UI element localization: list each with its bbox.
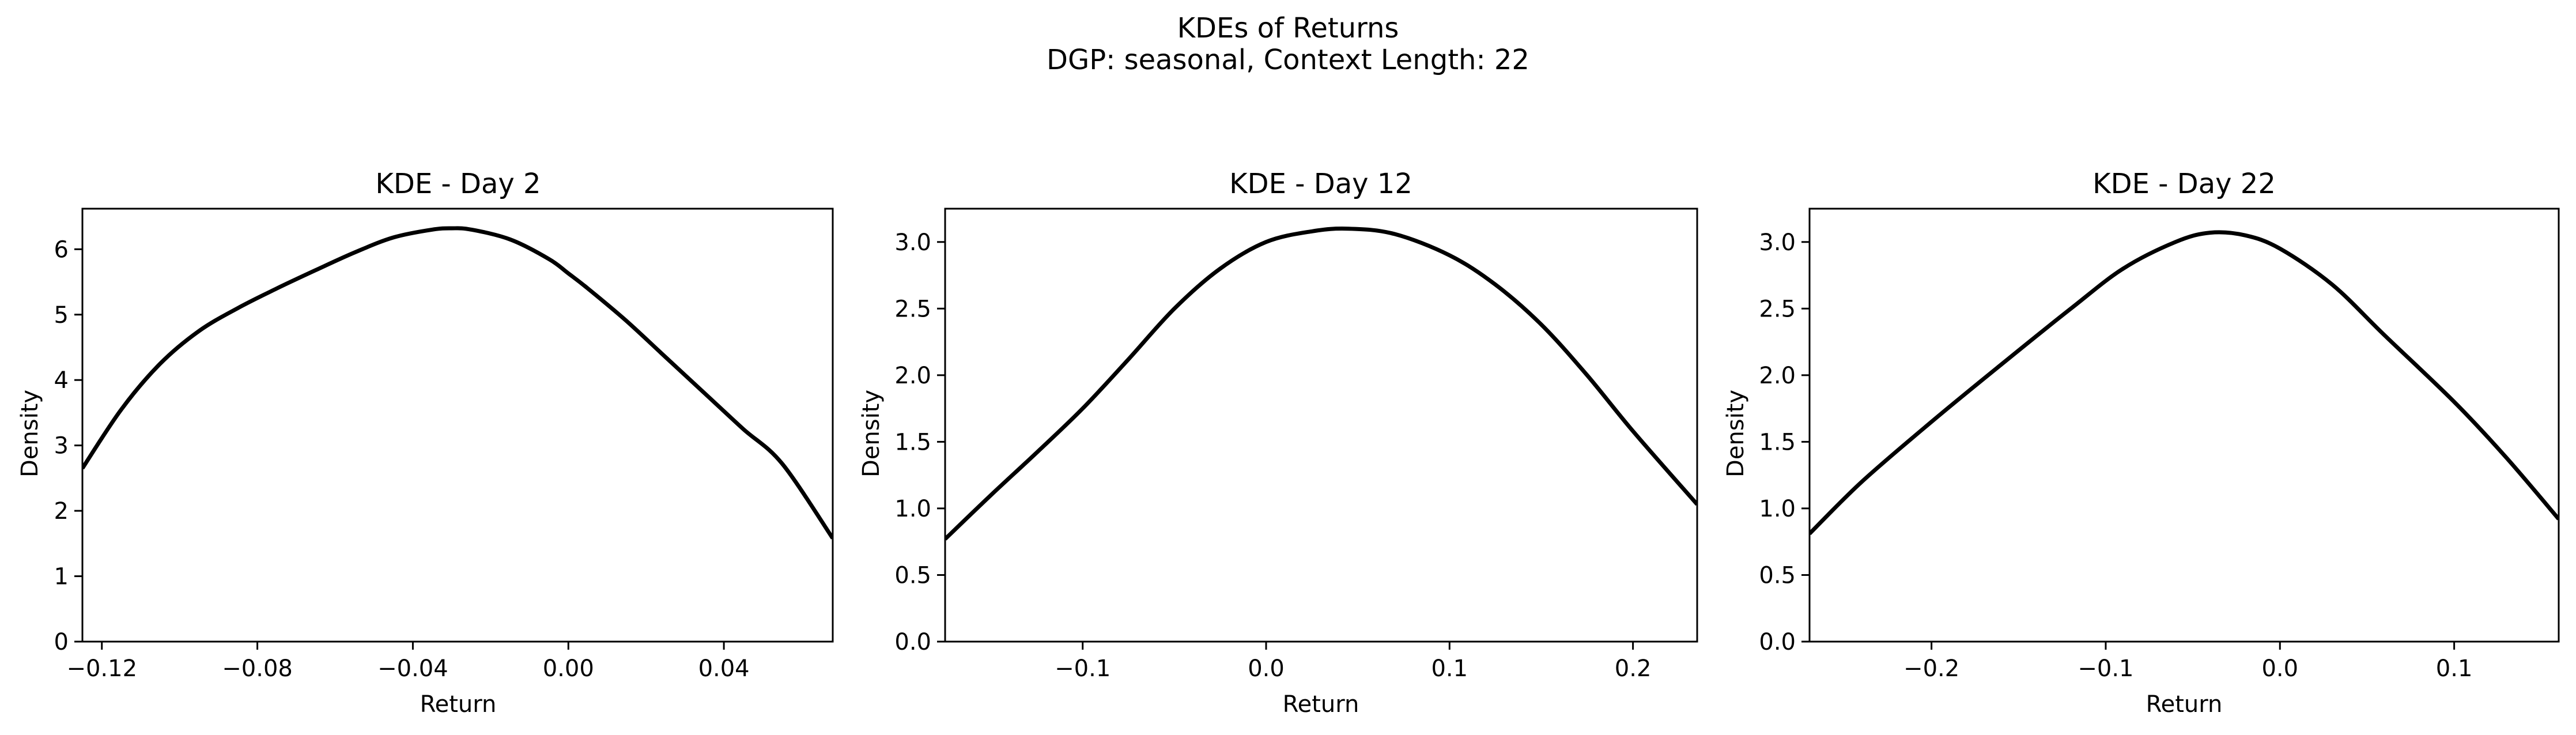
- x-axis-label: Return: [420, 691, 497, 718]
- x-tick-label: −0.1: [2078, 655, 2133, 682]
- x-tick-label: 0.00: [543, 655, 594, 682]
- y-tick-label: 0.5: [1759, 562, 1796, 589]
- x-tick-label: −0.2: [1903, 655, 1959, 682]
- x-tick-label: 0.0: [2261, 655, 2298, 682]
- y-tick-label: 0: [54, 629, 69, 655]
- x-tick-label: 0.04: [698, 655, 750, 682]
- y-tick-label: 2.0: [894, 363, 931, 389]
- x-tick-label: −0.1: [1055, 655, 1111, 682]
- x-tick-label: −0.08: [222, 655, 293, 682]
- panel-title: KDE - Day 2: [375, 168, 541, 200]
- y-axis-label: Density: [1723, 390, 1749, 477]
- figure-title-line2: DGP: seasonal, Context Length: 22: [1047, 44, 1529, 76]
- y-tick-label: 0.0: [1759, 629, 1796, 655]
- y-tick-label: 1: [54, 564, 69, 590]
- panel-title: KDE - Day 12: [1229, 168, 1412, 200]
- x-tick-label: 0.0: [1248, 655, 1285, 682]
- y-tick-label: 1.0: [894, 496, 931, 522]
- y-tick-label: 0.5: [894, 562, 931, 589]
- y-tick-label: 5: [54, 302, 69, 329]
- y-tick-label: 3: [54, 433, 69, 459]
- x-tick-label: 0.1: [1431, 655, 1468, 682]
- axes-frame: [944, 208, 1698, 643]
- y-tick-label: 6: [54, 236, 69, 263]
- y-tick-label: 1.5: [1759, 429, 1796, 455]
- x-tick-label: 0.1: [2436, 655, 2473, 682]
- y-tick-label: 1.5: [894, 429, 931, 455]
- x-tick-label: −0.12: [66, 655, 137, 682]
- y-tick-label: 3.0: [1759, 229, 1796, 256]
- panel-title: KDE - Day 22: [2092, 168, 2276, 200]
- y-tick-label: 0.0: [894, 629, 931, 655]
- y-tick-label: 2: [54, 498, 69, 525]
- x-axis-label: Return: [2146, 691, 2223, 718]
- kde-curve: [82, 226, 833, 540]
- kde-panel-day-2: KDE - Day 2 Return Density −0.12 −0.08 −0.…: [17, 168, 834, 718]
- axes-frame: [81, 208, 834, 643]
- y-tick-label: 1.0: [1759, 496, 1796, 522]
- y-axis-label: Density: [17, 390, 43, 477]
- x-axis-label: Return: [1283, 691, 1359, 718]
- kde-panel-day-22: KDE - Day 22 Return Density −0.2 −0.1 0.0 0…: [1723, 168, 2560, 718]
- y-tick-label: 4: [54, 367, 69, 394]
- x-tick-label: 0.2: [1615, 655, 1652, 682]
- y-tick-label: 2.0: [1759, 363, 1796, 389]
- kde-curve: [945, 227, 1697, 541]
- kde-panel-day-12: KDE - Day 12 Return Density −0.1 0.0 0.1 0.…: [858, 168, 1698, 718]
- x-tick-label: −0.04: [377, 655, 448, 682]
- kde-curve: [1810, 230, 2559, 536]
- y-tick-label: 3.0: [894, 229, 931, 256]
- axes-frame: [1808, 208, 2560, 643]
- figure-title-line1: KDEs of Returns: [1177, 12, 1399, 44]
- y-tick-label: 2.5: [894, 296, 931, 322]
- y-tick-label: 2.5: [1759, 296, 1796, 322]
- y-axis-label: Density: [858, 390, 885, 477]
